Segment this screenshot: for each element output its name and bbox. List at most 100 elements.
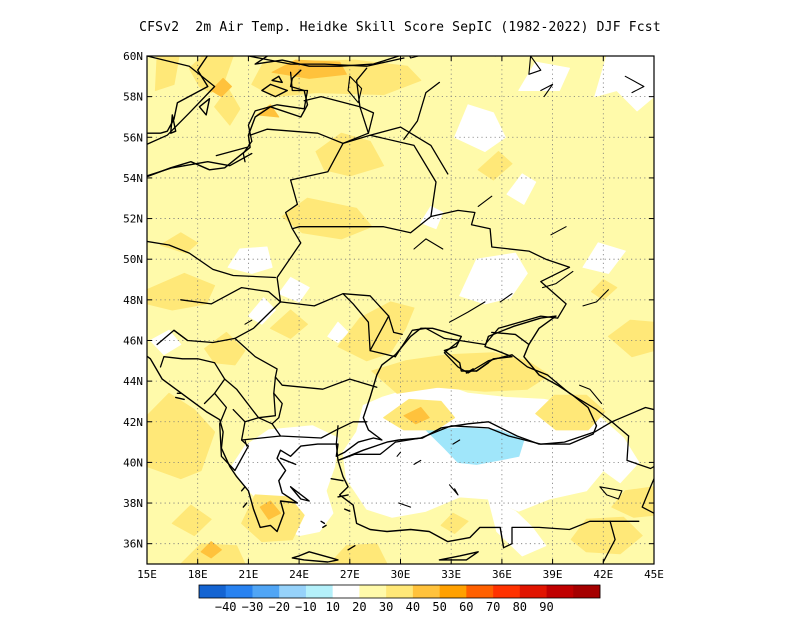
coastline: [261, 83, 288, 98]
lon-tick-label: 15E: [137, 568, 157, 581]
lon-tick-label: 39E: [543, 568, 563, 581]
country-border: [180, 286, 282, 305]
lon-tick-label: 18E: [188, 568, 208, 581]
skill-region-0-10: [506, 173, 537, 205]
skill-score-shading: [147, 56, 654, 564]
skill-region-20-30: [591, 279, 618, 301]
lon-tick-label: 42E: [593, 568, 613, 581]
lat-tick-label: 48N: [123, 294, 143, 307]
lon-tick-label: 45E: [644, 568, 664, 581]
country-border: [147, 240, 277, 279]
colorbar-label: 50: [432, 600, 446, 614]
country-border: [303, 95, 361, 108]
skill-region-30-40: [256, 104, 280, 118]
colorbar-swatch: [305, 585, 333, 598]
lake-outline: [452, 439, 461, 445]
coastline: [438, 551, 479, 561]
lat-tick-label: 40N: [123, 456, 143, 469]
country-border: [240, 435, 282, 441]
skill-region-20-30: [204, 331, 246, 366]
skill-region-0-10: [518, 61, 570, 91]
lat-tick-label: 52N: [123, 213, 143, 226]
lat-lon-grid: [147, 56, 654, 564]
lat-tick-label: 44N: [123, 375, 143, 388]
country-border: [641, 478, 654, 514]
country-border: [247, 71, 309, 142]
lake-outline: [413, 459, 422, 465]
country-border: [369, 126, 449, 175]
colorbar-swatch: [332, 585, 360, 598]
skill-region-20-30: [371, 352, 550, 394]
skill-region-20-30: [477, 151, 513, 181]
skill-region-0-10: [149, 329, 182, 356]
country-border: [156, 329, 189, 346]
coastline: [322, 524, 327, 529]
lake-outline: [624, 75, 645, 94]
lat-tick-label: 58N: [123, 91, 143, 104]
skill-region-30-40: [403, 407, 430, 425]
colorbar-swatch: [279, 585, 307, 598]
skill-region-20-30: [154, 56, 180, 91]
lat-tick-label: 50N: [123, 253, 143, 266]
skill-region-0-10: [278, 277, 310, 303]
coastline: [198, 97, 211, 116]
skill-region-30-40: [200, 541, 222, 559]
coastline: [271, 75, 283, 84]
country-border: [403, 81, 441, 140]
coastline: [242, 502, 248, 508]
colorbar-swatch: [493, 585, 521, 598]
country-borders-and-coastlines: [147, 56, 654, 563]
skill-region-20-30: [570, 516, 643, 555]
skill-region-20-30: [440, 512, 469, 534]
country-border: [611, 406, 654, 437]
country-border: [335, 315, 613, 462]
lake-outline: [396, 451, 402, 457]
coastline: [475, 362, 490, 372]
country-border: [502, 520, 640, 549]
skill-region-0-10: [247, 297, 276, 325]
country-border: [215, 146, 248, 157]
lake-outline: [499, 293, 513, 303]
colorbar-swatch: [199, 585, 227, 598]
lake-outline: [541, 270, 574, 289]
skill-region-20-30: [607, 319, 654, 358]
lat-tick-label: 46N: [123, 334, 143, 347]
lake-outline: [398, 502, 412, 508]
lat-tick-label: 42N: [123, 416, 143, 429]
coastline: [347, 545, 356, 551]
colorbar-swatch: [439, 585, 467, 598]
skill-region-20-30: [147, 272, 216, 311]
colorbar-label: −40: [215, 600, 237, 614]
country-border: [430, 209, 571, 319]
lon-tick-label: 30E: [391, 568, 411, 581]
coastline: [330, 478, 344, 482]
lake-outline: [244, 319, 253, 325]
lake-outline: [244, 439, 248, 447]
skill-region-20-30: [269, 309, 308, 339]
colorbar-label: 30: [379, 600, 393, 614]
lake-outline: [550, 226, 567, 236]
colorbar: −40 −30 −20 −10 10 20 30 40 50 60 70 80 90: [198, 584, 601, 614]
coastline: [279, 457, 297, 466]
skill-region-20-30: [337, 301, 415, 362]
figure-title: CFSv2 2m Air Temp. Heidke Skill Score Se…: [139, 20, 661, 35]
coastline: [147, 56, 209, 134]
lake-outline: [540, 83, 554, 98]
coastline: [320, 520, 326, 525]
colorbar-label: 10: [325, 600, 339, 614]
lake-outline: [579, 384, 603, 405]
lon-tick-label: 24E: [289, 568, 309, 581]
lon-tick-label: 36E: [492, 568, 512, 581]
country-border: [147, 56, 216, 145]
colorbar-swatch: [359, 585, 387, 598]
lake-outline: [448, 484, 459, 496]
lake-outline: [599, 486, 623, 500]
colorbar-label: 70: [486, 600, 500, 614]
skill-region-20-30: [160, 232, 199, 254]
colorbar-swatch: [225, 585, 253, 598]
coastline: [465, 368, 474, 374]
coastline: [344, 508, 351, 512]
colorbar-label: 40: [406, 600, 420, 614]
colorbar-swatch: [573, 585, 601, 598]
